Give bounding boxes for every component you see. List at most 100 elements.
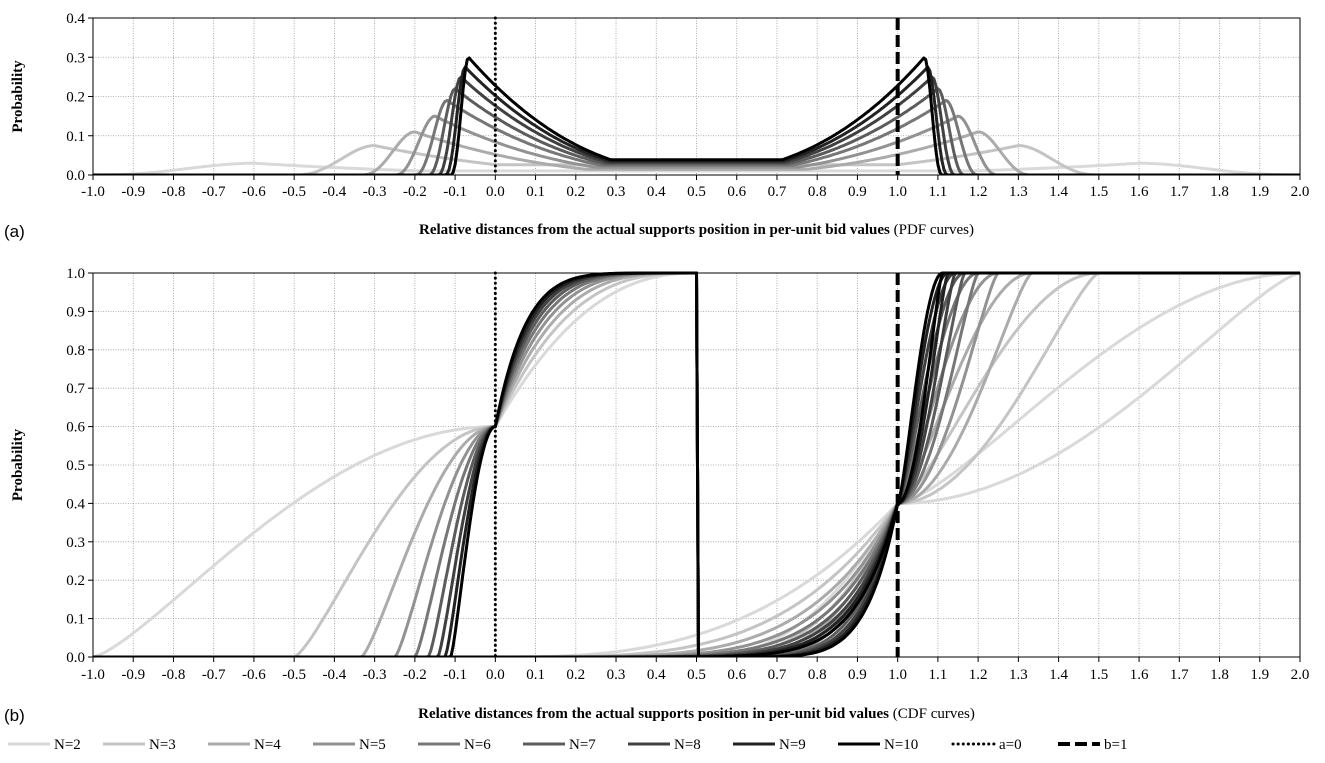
x-tick-label: 2.0 xyxy=(1291,184,1310,200)
x-tick-label: 1.9 xyxy=(1250,184,1269,200)
x-tick-label: 1.2 xyxy=(969,667,988,683)
cdf-chart-panel: -1.0 -0.9 -0.8 -0.7 -0.6 -0.5 -0.4 -0.3 -0.2 -0.1… xyxy=(4,266,1309,725)
x-tick-label: 0.7 xyxy=(768,184,787,200)
x-tick-label: 0.4 xyxy=(647,667,666,683)
x-tick-label: 1.4 xyxy=(1049,184,1068,200)
x-tick-label: 0.8 xyxy=(808,184,827,200)
x-tick-label: 0.9 xyxy=(848,667,867,683)
x-axis-label-suffix: (CDF curves) xyxy=(889,706,975,722)
legend-label: N=6 xyxy=(464,737,491,753)
legend-item: N=7 xyxy=(523,737,596,753)
legend-item: b=1 xyxy=(1058,737,1127,753)
series-curve-n-4 xyxy=(93,130,1300,175)
legend-item: N=10 xyxy=(838,737,918,753)
x-tick-label: -1.0 xyxy=(81,667,105,683)
y-tick-label: 0.6 xyxy=(66,420,85,436)
legend-label: N=9 xyxy=(779,737,806,753)
x-tick-label: 0.9 xyxy=(848,184,867,200)
legend-item: N=6 xyxy=(418,737,491,753)
series-curve-upper-n-10 xyxy=(93,271,1300,657)
x-tick-label: 1.6 xyxy=(1130,184,1149,200)
y-tick-label: 0.2 xyxy=(66,90,85,106)
series-curve-n-7 xyxy=(93,87,1300,175)
legend-label: N=7 xyxy=(569,737,596,753)
x-tick-label: 0.3 xyxy=(607,184,626,200)
panel-label: (b) xyxy=(4,706,25,725)
x-tick-label: -0.7 xyxy=(202,667,226,683)
x-tick-label: 1.0 xyxy=(888,667,907,683)
x-tick-label: 1.2 xyxy=(969,184,988,200)
y-tick-label: 0.8 xyxy=(66,343,85,359)
x-tick-label: -0.5 xyxy=(282,184,306,200)
x-tick-label: -0.2 xyxy=(403,667,427,683)
x-axis-label-bold: Relative distances from the actual suppo… xyxy=(418,706,889,722)
x-tick-label: 1.1 xyxy=(929,184,948,200)
y-tick-label: 0.4 xyxy=(66,11,85,27)
legend-label: a=0 xyxy=(999,737,1022,753)
x-tick-label: 0.2 xyxy=(566,184,585,200)
x-tick-label: -0.5 xyxy=(282,667,306,683)
legend-label: N=4 xyxy=(254,737,281,753)
y-tick-label: 0.1 xyxy=(66,612,85,628)
legend-item: N=4 xyxy=(208,737,281,753)
legend-item: N=8 xyxy=(628,737,701,753)
series-curve-n-5 xyxy=(93,114,1300,175)
x-tick-label: 0.8 xyxy=(808,667,827,683)
x-tick-label: 0.2 xyxy=(566,667,585,683)
x-tick-label: 0.4 xyxy=(647,184,666,200)
legend-label: b=1 xyxy=(1104,737,1127,753)
y-tick-label: 0.7 xyxy=(66,381,85,397)
y-tick-label: 0.3 xyxy=(66,535,85,551)
x-axis-label: Relative distances from the actual suppo… xyxy=(418,706,975,722)
y-tick-label: 0.3 xyxy=(66,50,85,66)
x-tick-label: 0.7 xyxy=(768,667,787,683)
x-axis-label: Relative distances from the actual suppo… xyxy=(419,222,974,238)
x-tick-label: 0.1 xyxy=(526,184,545,200)
y-tick-label: 0.2 xyxy=(66,573,85,589)
x-tick-label: -0.3 xyxy=(363,667,387,683)
x-tick-label: -0.8 xyxy=(162,184,186,200)
x-tick-label: -0.1 xyxy=(443,184,467,200)
x-tick-label: 1.3 xyxy=(1009,667,1028,683)
x-tick-label: 1.6 xyxy=(1130,667,1149,683)
x-tick-label: 1.7 xyxy=(1170,184,1189,200)
y-tick-label: 0.4 xyxy=(66,496,85,512)
series-curve-n-10 xyxy=(93,56,1300,175)
x-tick-label: 0.1 xyxy=(526,667,545,683)
x-tick-label: -0.4 xyxy=(323,667,347,683)
y-tick-label: 0.0 xyxy=(66,650,85,666)
x-tick-label: 0.6 xyxy=(727,184,746,200)
x-tick-label: -1.0 xyxy=(81,184,105,200)
x-tick-label: -0.1 xyxy=(443,667,467,683)
x-tick-label: 1.7 xyxy=(1170,667,1189,683)
legend-label: N=10 xyxy=(884,737,918,753)
x-tick-label: -0.3 xyxy=(363,184,387,200)
x-tick-label: -0.8 xyxy=(162,667,186,683)
y-tick-label: 0.5 xyxy=(66,458,85,474)
x-tick-label: 0.6 xyxy=(727,667,746,683)
y-tick-label: 1.0 xyxy=(66,266,85,282)
gridlines xyxy=(92,17,1301,176)
legend-label: N=2 xyxy=(54,737,81,753)
x-tick-label: 1.9 xyxy=(1250,667,1269,683)
x-tick-label: -0.6 xyxy=(242,667,266,683)
x-tick-label: 2.0 xyxy=(1291,667,1310,683)
legend-label: N=8 xyxy=(674,737,701,753)
legend-item: a=0 xyxy=(951,737,1022,753)
x-tick-label: -0.6 xyxy=(242,184,266,200)
x-tick-label: 1.0 xyxy=(888,184,907,200)
x-tick-label: 1.5 xyxy=(1089,667,1108,683)
x-tick-label: 0.0 xyxy=(486,184,505,200)
x-axis-label-bold: Relative distances from the actual suppo… xyxy=(419,222,890,238)
legend-label: N=5 xyxy=(359,737,386,753)
x-tick-label: -0.4 xyxy=(323,184,347,200)
x-tick-label: 0.3 xyxy=(607,667,626,683)
legend-label: N=3 xyxy=(149,737,176,753)
series-curve-upper-n-2 xyxy=(93,271,1300,657)
y-tick-label: 0.0 xyxy=(66,168,85,184)
x-tick-label: 0.5 xyxy=(687,184,706,200)
y-axis-label: Probability xyxy=(10,60,26,133)
x-tick-label: 1.5 xyxy=(1089,184,1108,200)
x-tick-label: -0.2 xyxy=(403,184,427,200)
legend-item: N=5 xyxy=(313,737,386,753)
